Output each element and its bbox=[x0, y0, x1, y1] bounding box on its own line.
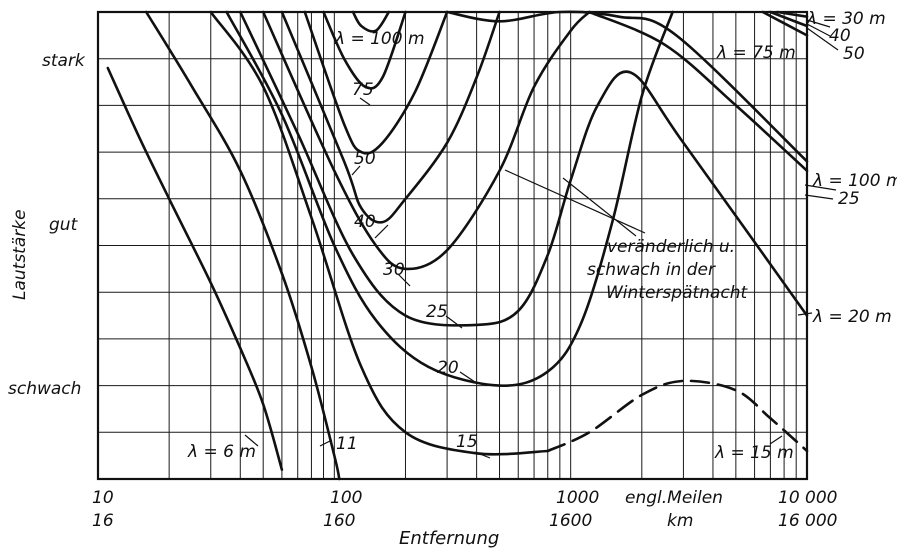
label-50-right: 50 bbox=[843, 44, 865, 64]
x-tick-miles-10000: 10 000 bbox=[778, 488, 837, 508]
label-lambda-30m: λ = 30 m bbox=[806, 9, 886, 29]
leader-30 bbox=[397, 273, 411, 287]
leader-15 bbox=[474, 451, 491, 459]
label-25-right: 25 bbox=[838, 189, 860, 209]
leader-20 bbox=[459, 371, 476, 383]
label-75: 75 bbox=[352, 80, 374, 100]
x-tick-km-16000: 16 000 bbox=[778, 511, 837, 531]
label-lambda-20m: λ = 20 m bbox=[812, 307, 892, 327]
y-category-labels: stark gut schwach bbox=[8, 51, 86, 399]
x-tick-km-16: 16 bbox=[92, 511, 114, 531]
curve-lambda-75m bbox=[445, 10, 809, 163]
leader-75 bbox=[359, 97, 371, 106]
curve-40-right bbox=[769, 10, 809, 28]
curve-15 bbox=[209, 10, 550, 456]
curve-25 bbox=[239, 10, 809, 327]
leader-lambda-15m bbox=[769, 435, 783, 445]
leader-25-right bbox=[804, 194, 834, 200]
y-label-schwach: schwach bbox=[8, 379, 81, 399]
label-15: 15 bbox=[456, 432, 478, 452]
label-50: 50 bbox=[354, 149, 376, 169]
x-tick-labels: 10 16 100 160 1000 1600 10 000 16 000 en… bbox=[92, 488, 837, 531]
leader-variable-2 bbox=[562, 177, 637, 237]
curve-20 bbox=[225, 10, 674, 387]
leader-40 bbox=[806, 23, 831, 37]
curve-15-dashed bbox=[546, 379, 809, 453]
x-tick-miles-100: 100 bbox=[330, 488, 362, 508]
curve-lambda-30m bbox=[776, 10, 809, 18]
x-tick-km-1600: 1600 bbox=[549, 511, 592, 531]
leader-50 bbox=[806, 27, 839, 51]
leader-40 bbox=[374, 224, 389, 239]
curve-40 bbox=[280, 10, 501, 224]
leader-lines bbox=[244, 19, 839, 459]
x-tick-miles-1000: 1000 bbox=[556, 488, 599, 508]
curve-30 bbox=[261, 10, 591, 271]
curves-group bbox=[106, 10, 809, 481]
leader-lambda-20m bbox=[797, 312, 813, 316]
leader-25 bbox=[445, 315, 463, 329]
label-lambda-15m: λ = 15 m bbox=[714, 443, 794, 463]
y-axis-title: Lautstärke bbox=[10, 209, 30, 300]
curve-lambda-6m bbox=[106, 66, 284, 471]
annotation-line-2: schwach in der bbox=[587, 260, 716, 280]
leader-30m bbox=[806, 19, 831, 28]
leader-50 bbox=[351, 165, 361, 176]
label-lambda-6m: λ = 6 m bbox=[187, 442, 256, 462]
curve-50-right bbox=[761, 10, 809, 37]
label-40: 40 bbox=[354, 212, 376, 232]
x-tick-miles-10: 10 bbox=[92, 488, 114, 508]
label-25: 25 bbox=[426, 302, 448, 322]
annotation-line-1: veränderlich u. bbox=[607, 237, 735, 257]
curve-labels: λ = 6 m 11 15 20 25 30 40 50 75 λ = 100 … bbox=[187, 9, 897, 463]
label-40-right: 40 bbox=[829, 26, 851, 46]
label-20: 20 bbox=[437, 358, 459, 378]
label-lambda-75m: λ = 75 m bbox=[716, 43, 796, 63]
x-unit-miles: engl.Meilen bbox=[625, 488, 723, 508]
y-label-gut: gut bbox=[49, 215, 79, 235]
y-label-stark: stark bbox=[42, 51, 86, 71]
leader-lambda-6m bbox=[244, 434, 259, 447]
curve-lambda-100m-right bbox=[588, 10, 809, 173]
label-lambda-100m: λ = 100 m bbox=[334, 29, 425, 49]
label-lambda-100m-right: λ = 100 m bbox=[812, 171, 897, 191]
x-tick-km-160: 160 bbox=[323, 511, 355, 531]
curve-lambda-100m bbox=[351, 10, 391, 33]
x-axis-title: Entfernung bbox=[399, 528, 499, 549]
x-unit-km: km bbox=[667, 511, 693, 531]
label-11: 11 bbox=[336, 434, 358, 454]
leader-lambda-100m-right bbox=[804, 184, 837, 191]
annotation-line-3: Winterspätnacht bbox=[606, 283, 748, 303]
leader-11 bbox=[319, 439, 333, 447]
curve-75 bbox=[322, 10, 407, 90]
curve-11 bbox=[144, 10, 341, 481]
curve-50 bbox=[303, 10, 449, 155]
label-30: 30 bbox=[383, 260, 405, 280]
leader-variable-1 bbox=[504, 169, 646, 234]
